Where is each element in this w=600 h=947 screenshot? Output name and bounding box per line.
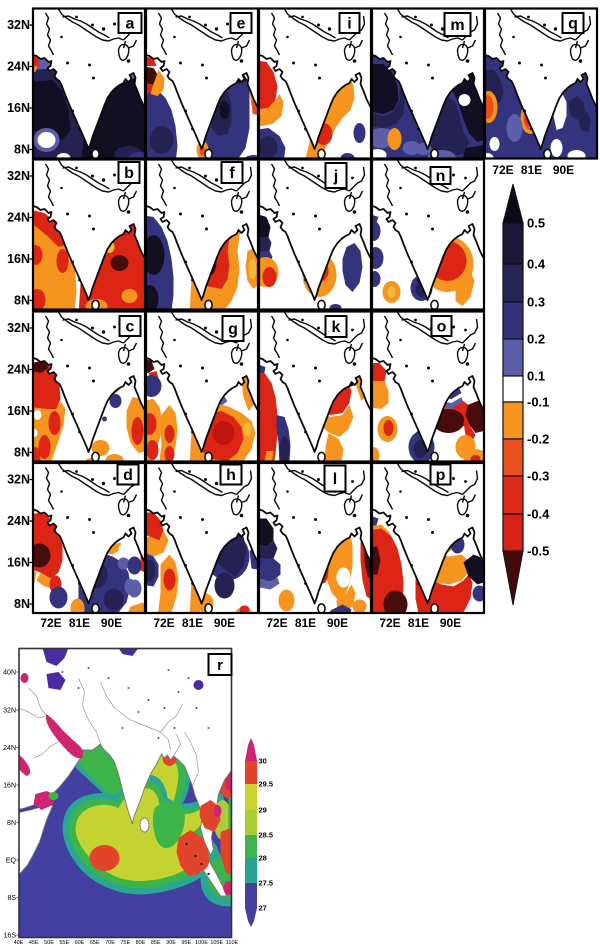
- svg-text:e: e: [237, 16, 246, 33]
- svg-text:105E: 105E: [210, 940, 223, 946]
- svg-text:0.3: 0.3: [527, 295, 545, 310]
- svg-text:16N: 16N: [7, 101, 30, 115]
- svg-text:16S: 16S: [4, 933, 17, 940]
- svg-text:16N: 16N: [7, 556, 30, 570]
- svg-text:90E: 90E: [327, 616, 348, 630]
- svg-text:80E: 80E: [136, 940, 146, 946]
- svg-text:30: 30: [259, 757, 267, 766]
- svg-text:j: j: [333, 168, 338, 185]
- svg-text:-0.5: -0.5: [527, 544, 549, 559]
- svg-text:0.5: 0.5: [527, 216, 545, 231]
- svg-text:8N: 8N: [14, 446, 30, 460]
- svg-text:90E: 90E: [166, 940, 176, 946]
- svg-text:40N: 40N: [3, 670, 16, 677]
- svg-text:f: f: [229, 165, 235, 182]
- svg-text:32N: 32N: [3, 708, 16, 715]
- svg-text:72E: 72E: [153, 616, 174, 630]
- svg-text:60E: 60E: [75, 940, 85, 946]
- svg-text:8N: 8N: [14, 143, 30, 157]
- svg-text:72E: 72E: [379, 616, 400, 630]
- svg-text:32N: 32N: [7, 18, 30, 32]
- svg-text:32N: 32N: [7, 321, 30, 335]
- svg-text:32N: 32N: [7, 473, 30, 487]
- svg-text:28: 28: [259, 854, 267, 863]
- svg-text:p: p: [436, 467, 446, 484]
- svg-text:24N: 24N: [7, 363, 30, 377]
- svg-text:16N: 16N: [7, 404, 30, 418]
- svg-text:-0.1: -0.1: [527, 395, 549, 410]
- svg-text:8S: 8S: [7, 895, 16, 902]
- svg-text:27: 27: [259, 904, 267, 913]
- svg-text:-0.2: -0.2: [527, 432, 549, 447]
- svg-text:40E: 40E: [14, 940, 24, 946]
- svg-text:90E: 90E: [214, 616, 235, 630]
- svg-text:c: c: [126, 319, 135, 336]
- svg-text:24N: 24N: [7, 211, 30, 225]
- svg-text:8N: 8N: [14, 597, 30, 611]
- svg-text:72E: 72E: [40, 616, 61, 630]
- svg-text:32N: 32N: [7, 169, 30, 183]
- svg-text:o: o: [437, 319, 447, 336]
- svg-text:l: l: [333, 471, 337, 488]
- svg-text:90E: 90E: [440, 616, 461, 630]
- svg-text:95E: 95E: [181, 940, 191, 946]
- svg-text:110E: 110E: [226, 940, 239, 946]
- svg-text:0.4: 0.4: [527, 257, 546, 272]
- svg-text:8N: 8N: [14, 294, 30, 308]
- svg-text:0.1: 0.1: [527, 369, 545, 384]
- svg-text:24N: 24N: [7, 514, 30, 528]
- svg-text:r: r: [217, 657, 223, 674]
- svg-text:81E: 81E: [521, 163, 542, 177]
- svg-text:75E: 75E: [120, 940, 130, 946]
- svg-text:72E: 72E: [266, 616, 287, 630]
- svg-text:EQ: EQ: [6, 858, 17, 865]
- svg-text:65E: 65E: [90, 940, 100, 946]
- svg-text:m: m: [450, 17, 464, 34]
- svg-text:24N: 24N: [3, 745, 16, 752]
- svg-text:90E: 90E: [101, 616, 122, 630]
- svg-text:i: i: [347, 16, 351, 33]
- svg-text:k: k: [332, 319, 341, 336]
- svg-text:-0.3: -0.3: [527, 469, 549, 484]
- svg-text:16N: 16N: [7, 252, 30, 266]
- svg-text:100E: 100E: [195, 940, 208, 946]
- svg-text:29.5: 29.5: [259, 780, 274, 789]
- svg-text:70E: 70E: [105, 940, 115, 946]
- svg-text:a: a: [126, 16, 135, 33]
- svg-text:81E: 81E: [408, 616, 429, 630]
- svg-text:8N: 8N: [7, 820, 16, 827]
- svg-text:85E: 85E: [151, 940, 161, 946]
- svg-text:72E: 72E: [492, 163, 513, 177]
- svg-text:-0.4: -0.4: [527, 507, 550, 522]
- svg-text:29: 29: [259, 806, 267, 815]
- svg-text:n: n: [436, 168, 446, 185]
- svg-text:q: q: [568, 16, 578, 33]
- svg-text:27.5: 27.5: [259, 879, 274, 888]
- svg-text:16N: 16N: [3, 783, 16, 790]
- svg-text:50E: 50E: [44, 940, 54, 946]
- svg-text:h: h: [226, 467, 236, 484]
- svg-text:28.5: 28.5: [259, 831, 274, 840]
- svg-text:0.2: 0.2: [527, 332, 545, 347]
- svg-text:24N: 24N: [7, 60, 30, 74]
- svg-text:81E: 81E: [69, 616, 90, 630]
- svg-text:55E: 55E: [59, 940, 69, 946]
- svg-text:g: g: [228, 321, 238, 338]
- svg-text:45E: 45E: [29, 940, 39, 946]
- svg-text:90E: 90E: [553, 163, 574, 177]
- svg-text:81E: 81E: [295, 616, 316, 630]
- svg-text:b: b: [124, 165, 134, 182]
- svg-text:d: d: [123, 467, 133, 484]
- svg-text:81E: 81E: [182, 616, 203, 630]
